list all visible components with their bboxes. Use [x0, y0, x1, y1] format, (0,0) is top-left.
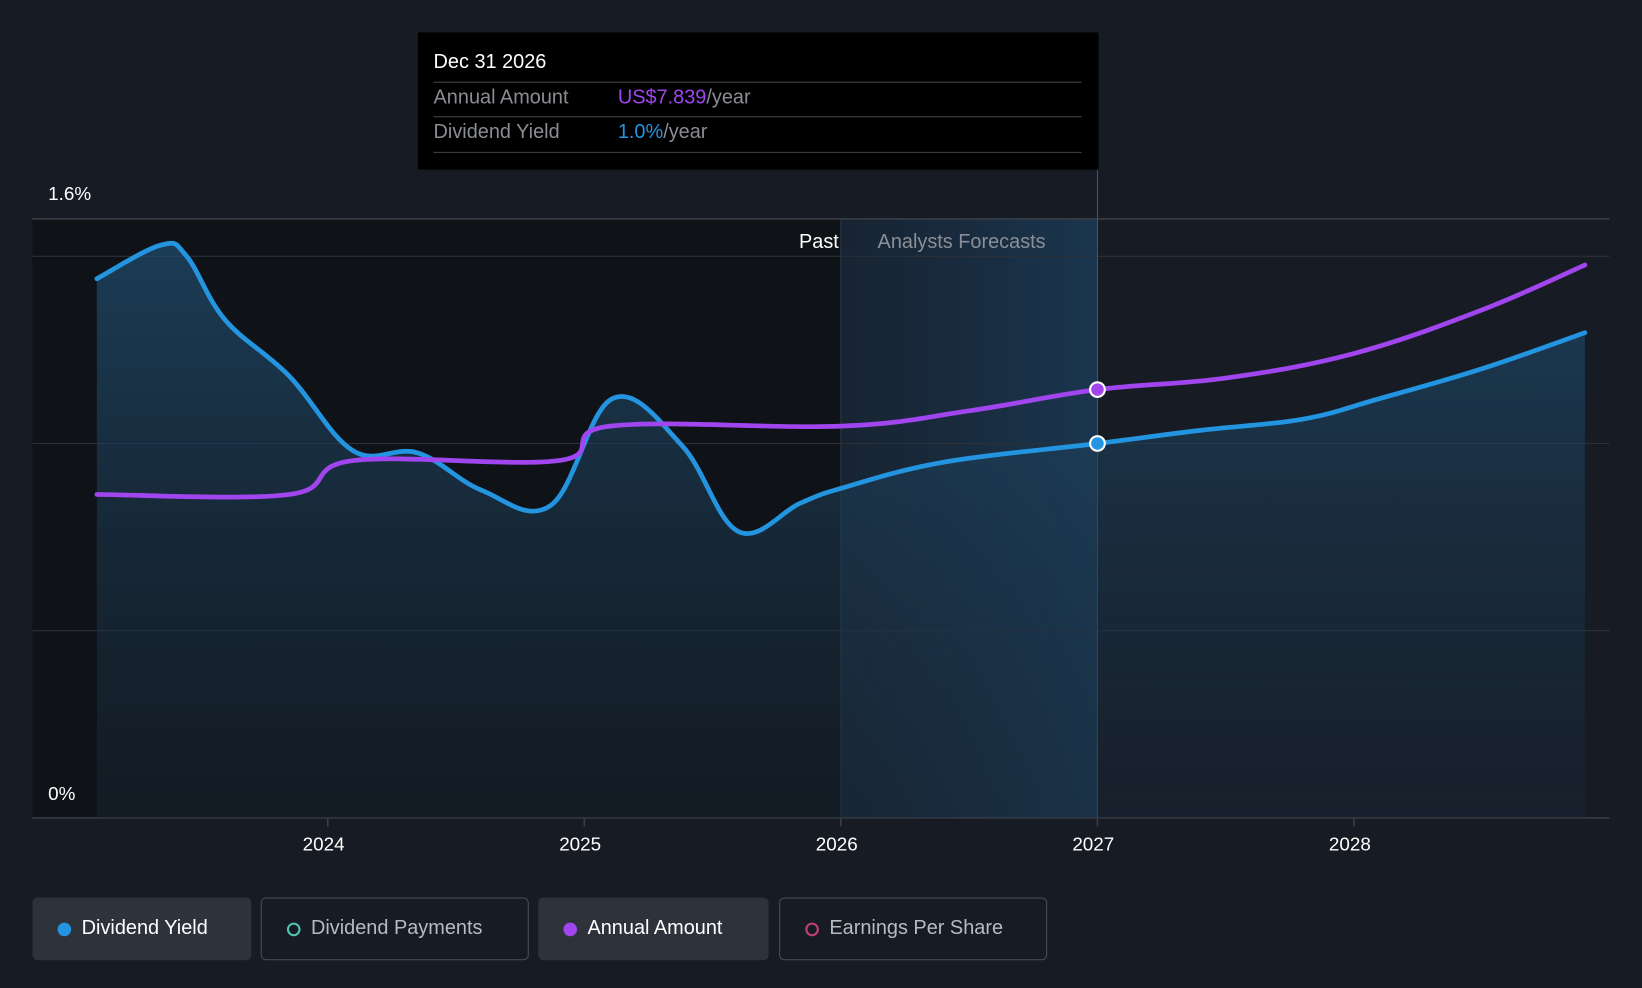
legend-label: Dividend Yield: [81, 917, 208, 940]
tooltip-suffix: /year: [706, 86, 751, 109]
dividend-yield-line: [94, 240, 1588, 536]
dividend-yield-hover-point: [1089, 435, 1106, 452]
legend-dividend-yield[interactable]: Dividend Yield: [32, 897, 252, 961]
tooltip-row-annual-amount: Annual Amount US$7.839/year: [433, 81, 1082, 117]
x-tick-label: 2025: [559, 833, 602, 855]
tooltip-row-dividend-yield: Dividend Yield 1.0%/year: [433, 116, 1082, 151]
tooltip-value: US$7.839: [617, 86, 707, 109]
legend-label: Earnings Per Share: [829, 917, 1004, 940]
tooltip-suffix: /year: [663, 121, 708, 144]
forecast-region-label: Analysts Forecasts: [877, 231, 1046, 254]
tooltip-label: Annual Amount: [433, 86, 569, 109]
past-region-label: Past: [799, 231, 839, 254]
hollow-dot-icon: [805, 922, 819, 936]
hollow-dot-icon: [286, 922, 301, 936]
x-tick-label: 2024: [302, 833, 345, 855]
annual-amount-hover-point: [1089, 381, 1106, 398]
y-tick-label-top: 1.6%: [48, 183, 92, 205]
divider: [433, 151, 1082, 153]
tooltip-value: 1.0%: [617, 121, 664, 144]
filled-dot-icon: [57, 922, 72, 936]
x-tick-label: 2027: [1072, 833, 1115, 855]
legend-annual-amount[interactable]: Annual Amount: [538, 897, 769, 961]
legend-earnings-per-share[interactable]: Earnings Per Share: [779, 897, 1048, 961]
x-tick-label: 2026: [815, 833, 858, 855]
legend-label: Dividend Payments: [311, 917, 483, 940]
tooltip-date: Dec 31 2026: [433, 51, 547, 74]
x-tick-label: 2028: [1328, 833, 1371, 855]
y-tick-label-bottom: 0%: [48, 783, 76, 805]
dividend-yield-area: [96, 243, 1585, 818]
tooltip-label: Dividend Yield: [433, 121, 560, 144]
annual-amount-line: [94, 262, 1588, 500]
filled-dot-icon: [563, 922, 578, 936]
legend-dividend-payments[interactable]: Dividend Payments: [260, 897, 529, 961]
hover-tooltip: Dec 31 2026 Annual Amount US$7.839/year …: [417, 32, 1099, 170]
legend-label: Annual Amount: [587, 917, 723, 940]
